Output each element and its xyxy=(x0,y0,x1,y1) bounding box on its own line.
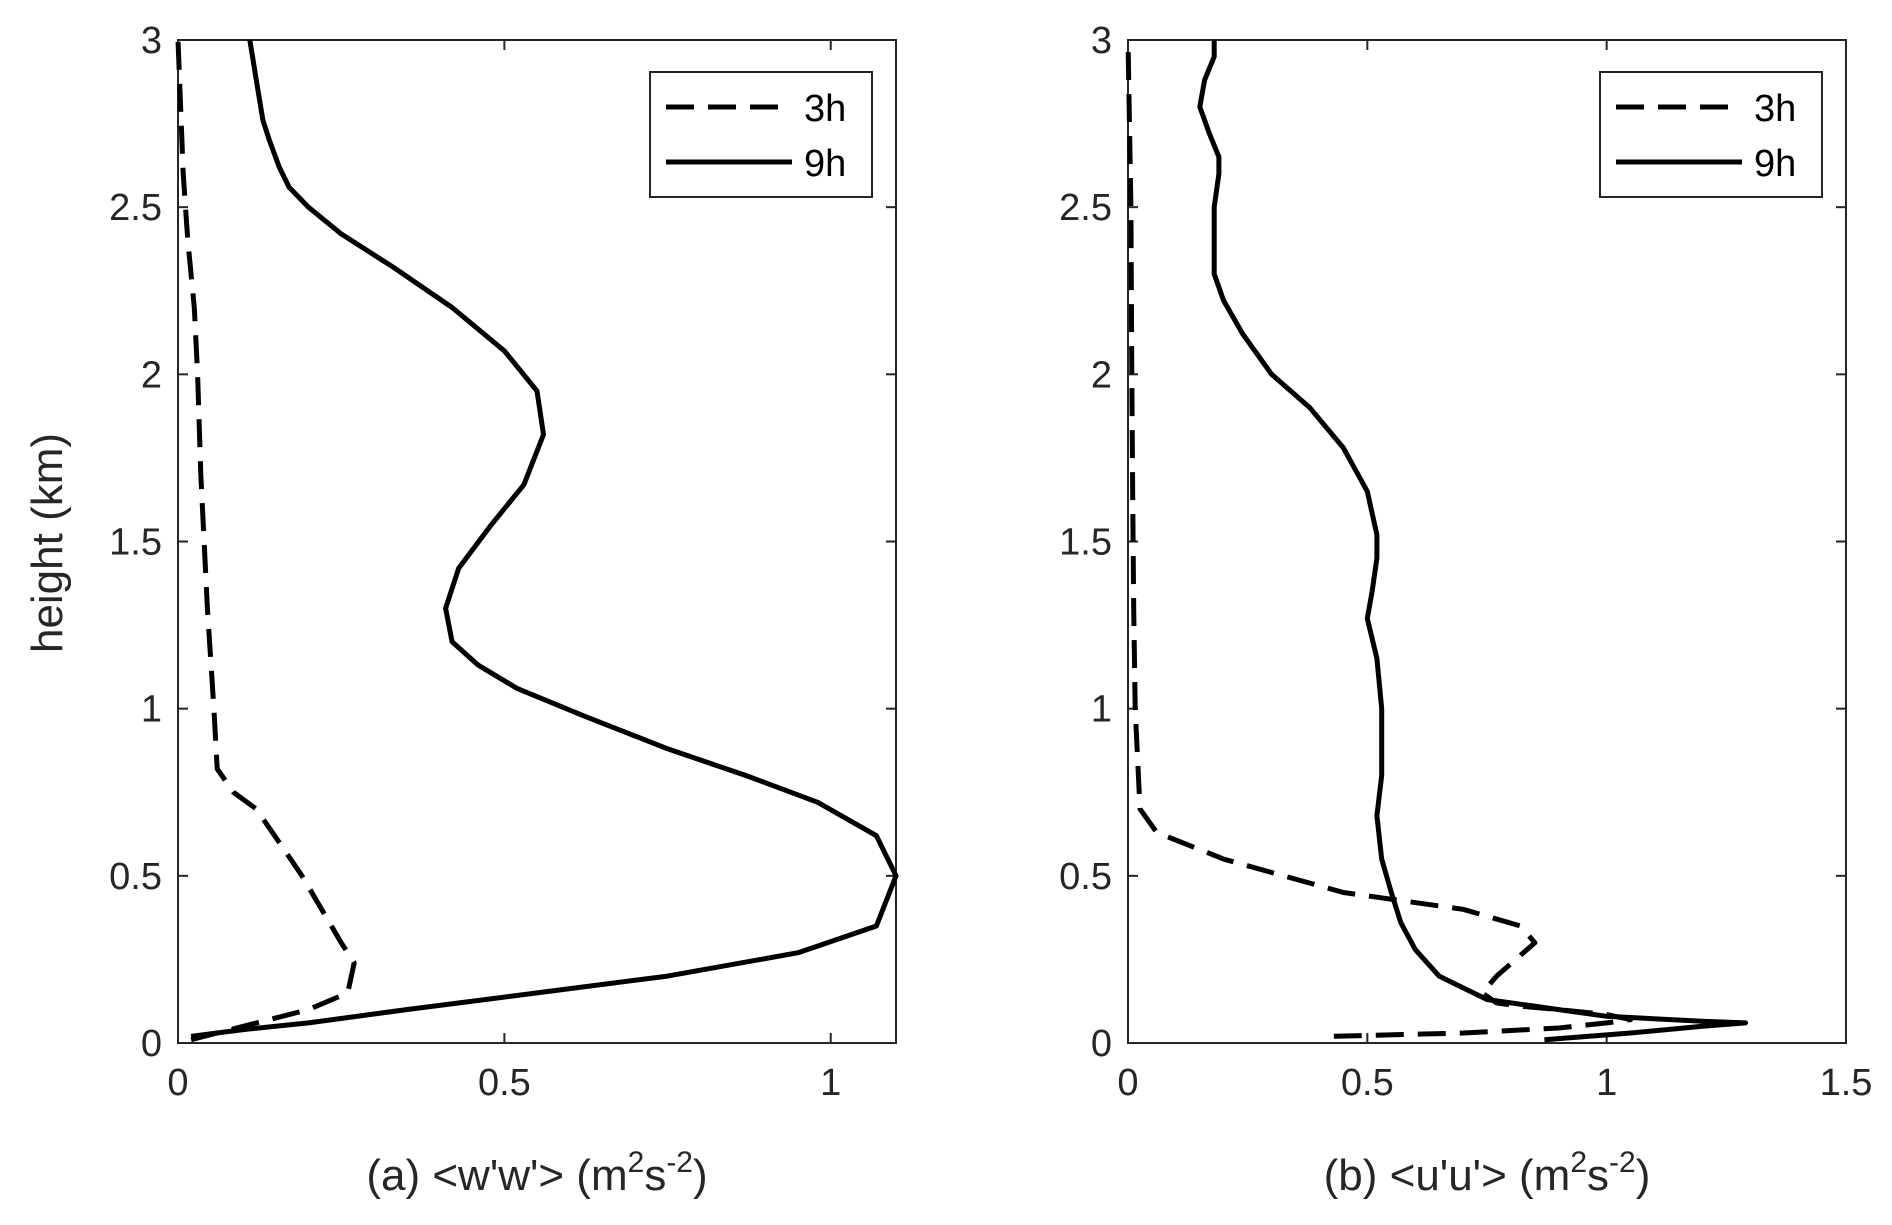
lines-a xyxy=(175,39,899,1043)
series-line-3h-a xyxy=(175,39,357,1043)
legend-label-3h-a: 3h xyxy=(804,88,846,130)
legend-label-3h-b: 3h xyxy=(1754,88,1796,130)
xtick-label-b-3: 1.5 xyxy=(1820,1062,1873,1104)
ytick-label-b-2: 1 xyxy=(1091,689,1112,731)
legend-a: 3h 9h xyxy=(649,71,873,198)
x-axis-label-a-mid: s xyxy=(644,1151,666,1200)
lines-b xyxy=(1125,39,1748,1043)
ytick-label-a-6: 3 xyxy=(141,20,162,62)
xtick-label-a-2: 1 xyxy=(820,1062,841,1104)
plot-area-a xyxy=(177,39,897,1044)
ytick-label-a-5: 2.5 xyxy=(109,187,162,229)
xtick-label-b-0: 0 xyxy=(1117,1062,1138,1104)
x-axis-label-a: (a) <w'w'> (m2s-2) xyxy=(366,1146,707,1200)
series-line-9h-a xyxy=(190,39,899,1039)
ytick-label-b-1: 0.5 xyxy=(1059,856,1112,898)
plot-area-b xyxy=(1127,39,1847,1044)
x-axis-label-b-mid: s xyxy=(1587,1151,1609,1200)
y-axis-label: height (km) xyxy=(23,433,72,653)
ytick-labels-b: 0 0.5 1 1.5 2 2.5 3 xyxy=(1059,20,1112,1065)
series-line-9h-b xyxy=(1197,40,1748,1043)
legend-box-a xyxy=(649,71,873,198)
ytick-label-b-0: 0 xyxy=(1091,1023,1112,1065)
x-axis-label-a-sup2: -2 xyxy=(666,1146,693,1179)
ytick-label-a-2: 1 xyxy=(141,689,162,731)
xtick-labels-a: 0 0.5 1 xyxy=(167,1062,841,1104)
xtick-labels-b: 0 0.5 1 1.5 xyxy=(1117,1062,1872,1104)
legend-box-b xyxy=(1599,71,1823,198)
x-axis-label-b-text: (b) <u'u'> (m xyxy=(1324,1151,1571,1200)
x-axis-label-b-sup1: 2 xyxy=(1570,1146,1587,1179)
legend-label-9h-a: 9h xyxy=(804,143,846,185)
legend-b: 3h 9h xyxy=(1599,71,1823,198)
x-axis-label-a-text: (a) <w'w'> (m xyxy=(366,1151,627,1200)
ytick-label-a-4: 2 xyxy=(141,354,162,396)
ytick-label-a-0: 0 xyxy=(141,1023,162,1065)
x-axis-label-a-sup1: 2 xyxy=(628,1146,645,1179)
panel-a: 0 0.5 1 00.511.522.53 3h 9h (a) <w'w'> (m2… xyxy=(109,20,899,1200)
panel-b: 0 0.5 1 1.5 0 0.5 1 1.5 2 2.5 3 3h 9h (b) <u'u'> … xyxy=(1059,20,1872,1200)
xtick-label-a-0: 0 xyxy=(167,1062,188,1104)
x-axis-label-b-end: ) xyxy=(1636,1151,1651,1200)
xtick-label-b-1: 0.5 xyxy=(1341,1062,1394,1104)
ytick-labels-a: 0 0.5 1 1.5 2 2.5 3 xyxy=(109,20,162,1065)
legend-label-9h-b: 9h xyxy=(1754,143,1796,185)
ytick-label-b-5: 2.5 xyxy=(1059,187,1112,229)
ytick-label-a-1: 0.5 xyxy=(109,856,162,898)
xtick-label-a-1: 0.5 xyxy=(478,1062,531,1104)
x-axis-label-b: (b) <u'u'> (m2s-2) xyxy=(1324,1146,1651,1200)
ytick-label-a-3: 1.5 xyxy=(109,522,162,564)
xtick-label-b-2: 1 xyxy=(1596,1062,1617,1104)
x-axis-label-b-sup2: -2 xyxy=(1609,1146,1636,1179)
ytick-label-b-3: 1.5 xyxy=(1059,522,1112,564)
ytick-label-b-4: 2 xyxy=(1091,354,1112,396)
x-axis-label-a-end: ) xyxy=(693,1151,708,1200)
ytick-label-b-6: 3 xyxy=(1091,20,1112,62)
